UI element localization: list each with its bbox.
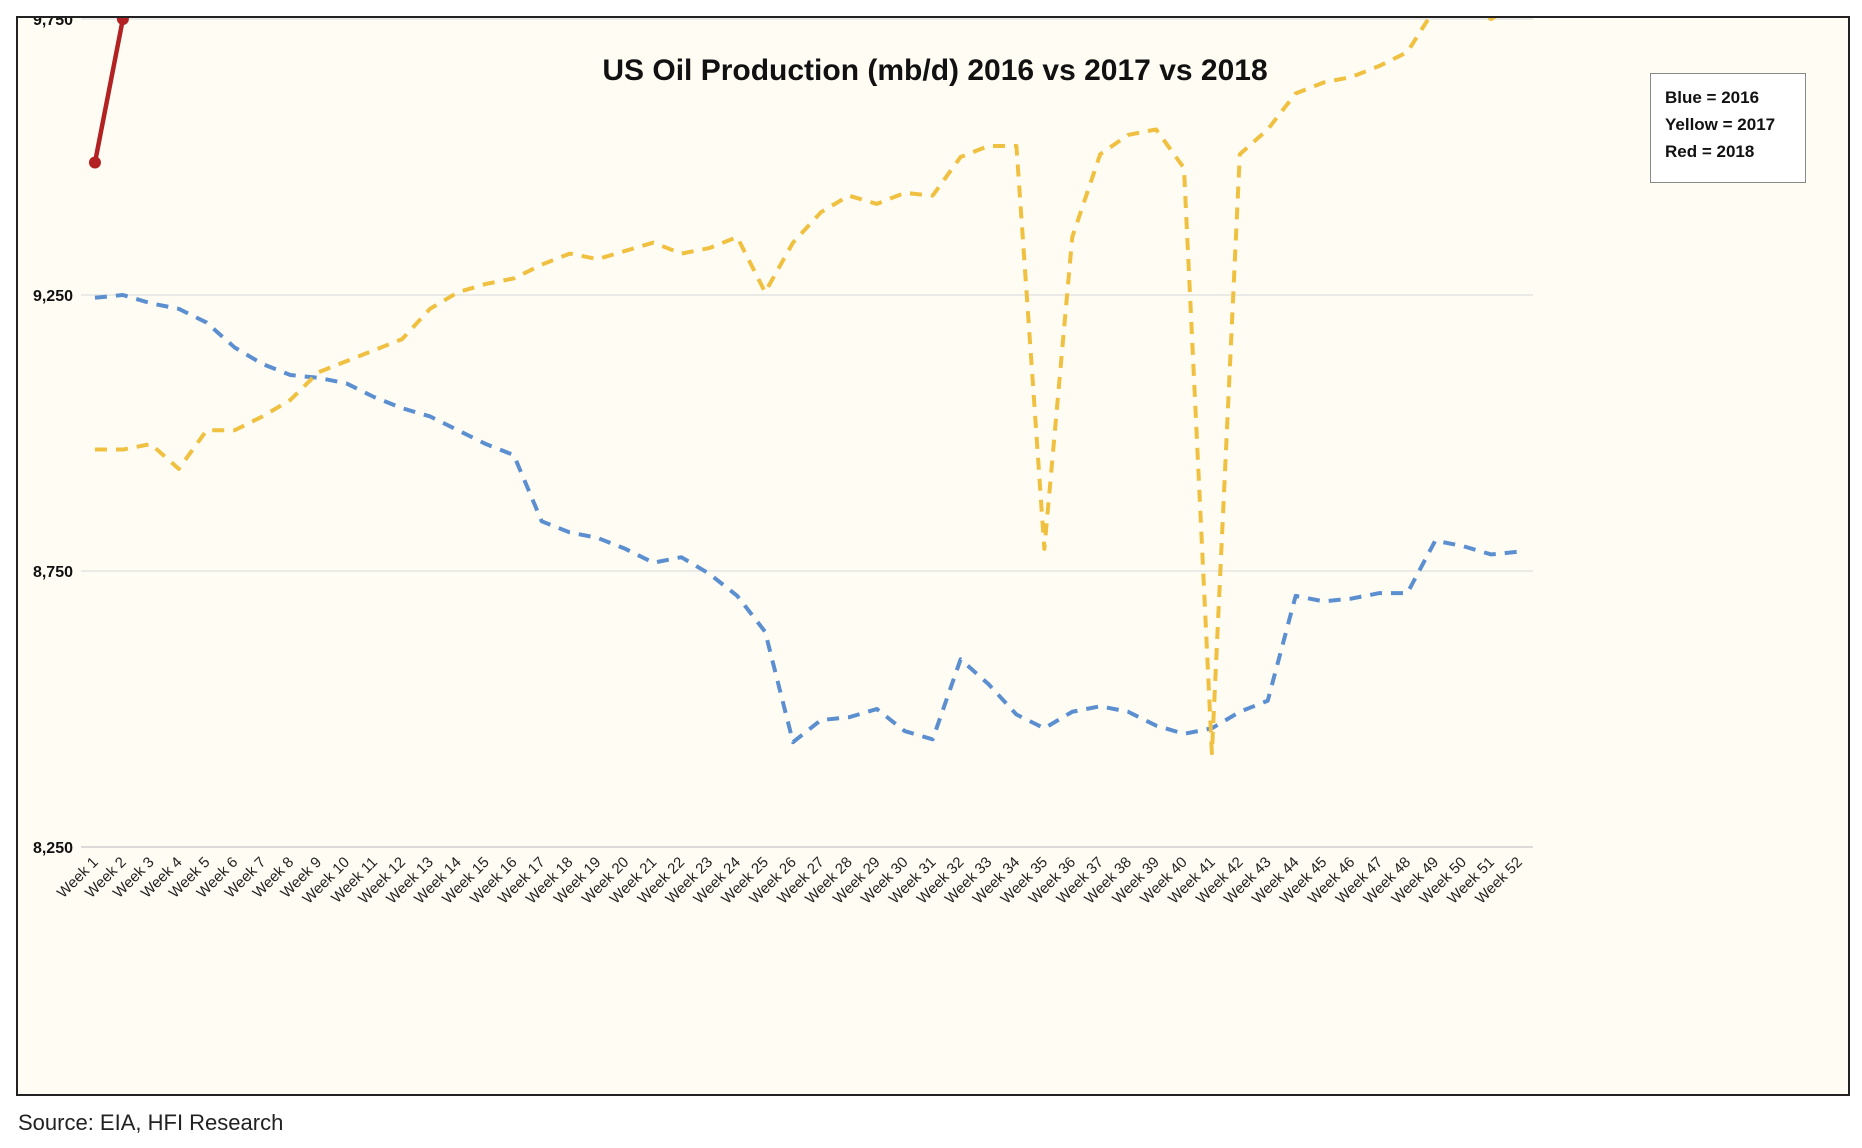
series-2017-line: [94, 18, 1497, 756]
y-tick-label: 8,250: [33, 840, 73, 857]
series-lines: [88, 18, 1520, 756]
y-tick-label: 9,250: [33, 288, 73, 305]
data-point-2018: [88, 156, 101, 169]
legend: Blue = 2016 Yellow = 2017 Red = 2018: [1650, 73, 1806, 183]
legend-entry-2017: Yellow = 2017: [1665, 115, 1776, 134]
series-2016-line: [94, 293, 1520, 745]
grid-lines: [81, 18, 1533, 572]
legend-entry-2016: Blue = 2016: [1665, 88, 1760, 107]
source-note: Source: EIA, HFI Research: [18, 1110, 284, 1135]
y-tick-label: 9,750: [33, 18, 73, 29]
chart-title: US Oil Production (mb/d) 2016 vs 2017 vs…: [602, 54, 1268, 87]
y-tick-label: 8,750: [33, 564, 73, 581]
data-point-2018: [116, 18, 129, 25]
legend-entry-2018: Red = 2018: [1665, 142, 1755, 161]
series-2018-line: [92, 18, 126, 165]
